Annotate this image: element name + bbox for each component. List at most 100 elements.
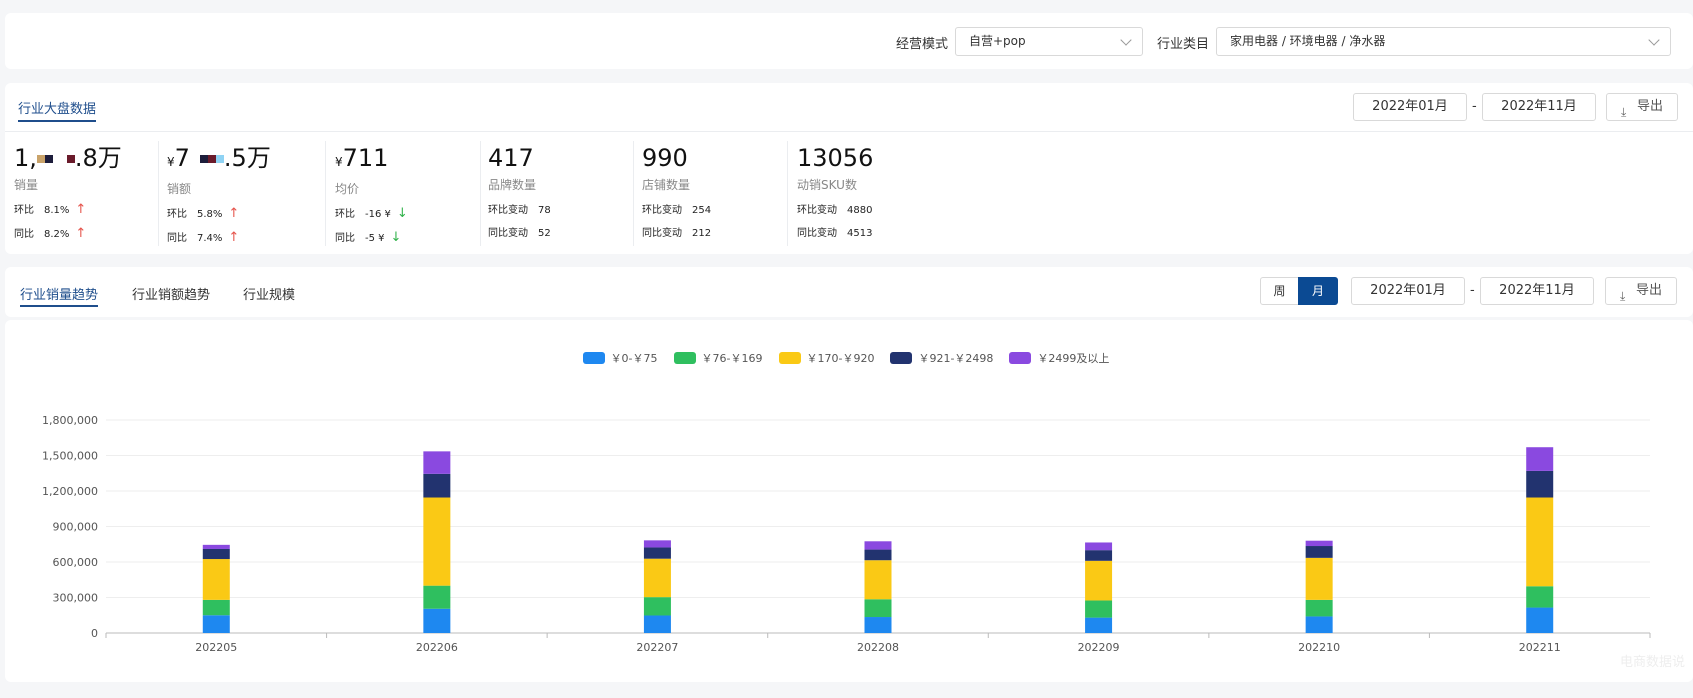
bar-segment [643, 615, 671, 633]
legend-item[interactable]: ￥76-￥169 [673, 350, 763, 366]
bar-segment [864, 599, 892, 618]
metric-value: 417 [488, 144, 534, 172]
bar-segment [202, 559, 230, 600]
chart-legend: ￥0-￥75 ￥76-￥169 ￥170-￥920 ￥921-￥2498 ￥2499及以… [5, 350, 1693, 366]
bar-segment [864, 560, 892, 600]
metric-mom: 环比变动 4880 [797, 205, 873, 216]
legend-swatch [673, 352, 696, 364]
bar-segment [423, 497, 451, 586]
y-tick-label: 900,000 [53, 521, 99, 534]
tab-sales-amount-trend[interactable]: 行业销额趋势 [132, 288, 211, 303]
bar-segment [1305, 616, 1333, 633]
bar-segment [202, 544, 230, 549]
metric-value: 990 [642, 144, 688, 172]
trend-date-end[interactable]: 2022年11月 [1480, 277, 1594, 305]
redacted-mark [66, 155, 75, 163]
arrow-down-icon: ↓ [390, 230, 402, 245]
legend-label: ￥921-￥2498 [918, 352, 994, 365]
download-icon: ⤓ [1620, 289, 1626, 303]
metric-label: 销量 [14, 178, 39, 192]
metric-value: 1, .8万 [14, 144, 122, 172]
y-tick-label: 1,500,000 [42, 450, 98, 463]
chevron-down-icon [1648, 34, 1660, 46]
bar-segment [643, 558, 671, 598]
bar-segment [423, 473, 451, 498]
date-separator: - [1472, 99, 1477, 114]
bar-segment [1085, 600, 1113, 618]
download-icon: ⤓ [1621, 105, 1627, 119]
trend-date-start[interactable]: 2022年01月 [1351, 277, 1465, 305]
x-tick-label: 202205 [195, 641, 237, 654]
overview-export-button[interactable]: ⤓ 导出 [1606, 93, 1678, 121]
category-select[interactable]: 家用电器 / 环境电器 / 净水器 [1216, 27, 1671, 56]
category-label: 行业类目 [1157, 37, 1210, 52]
tab-industry-scale[interactable]: 行业规模 [243, 288, 296, 303]
metric-brand-count: 417 品牌数量 环比变动 78 同比变动 52 [488, 143, 628, 243]
metric-label: 均价 [335, 182, 360, 196]
trend-header: 行业销量趋势 行业销额趋势 行业规模 周 月 2022年01月 - 2022年1… [5, 267, 1693, 317]
metric-divider [480, 141, 481, 246]
bar-segment [1526, 586, 1554, 608]
bar-segment [1305, 540, 1333, 547]
y-tick-label: 0 [91, 627, 98, 640]
mode-select[interactable]: 自营+pop [955, 27, 1143, 56]
trend-export-button[interactable]: ⤓ 导出 [1605, 277, 1677, 305]
x-tick-label: 202210 [1298, 641, 1340, 654]
y-tick-label: 600,000 [53, 556, 99, 569]
metric-divider [325, 141, 326, 246]
bar-segment [643, 547, 671, 559]
bar-segment [1305, 599, 1333, 617]
overview-date-end[interactable]: 2022年11月 [1482, 93, 1596, 121]
legend-item[interactable]: ￥921-￥2498 [890, 350, 993, 366]
bar-segment [1085, 617, 1113, 633]
metric-label: 店铺数量 [642, 178, 691, 192]
bar-segment [864, 549, 892, 561]
metric-mom: 环比 5.8% ↑ [167, 206, 240, 221]
granularity-month-button[interactable]: 月 [1298, 277, 1338, 305]
mode-label: 经营模式 [896, 37, 949, 52]
legend-swatch [890, 352, 913, 364]
legend-item[interactable]: ￥0-￥75 [582, 350, 658, 366]
bar-segment [864, 541, 892, 550]
tab-overview[interactable]: 行业大盘数据 [18, 98, 97, 122]
legend-label: ￥170-￥920 [806, 352, 875, 365]
bar-segment [643, 540, 671, 548]
metric-label: 销额 [167, 182, 192, 196]
legend-label: ￥76-￥169 [701, 352, 763, 365]
metric-yoy: 同比 -5 ¥ ↓ [335, 230, 402, 245]
metric-mom: 环比变动 78 [488, 205, 551, 216]
metric-yoy: 同比变动 52 [488, 228, 551, 239]
metric-value: ¥7.5万 [167, 144, 271, 172]
metric-value: 13056 [797, 144, 874, 172]
legend-swatch [582, 352, 605, 364]
redacted-mark [36, 155, 45, 163]
y-tick-label: 1,200,000 [42, 485, 98, 498]
bar-segment [202, 599, 230, 616]
legend-item[interactable]: ￥2499及以上 [1009, 350, 1109, 366]
redacted-mark [207, 155, 216, 163]
legend-label: ￥0-￥75 [610, 352, 658, 365]
legend-item[interactable]: ￥170-￥920 [778, 350, 875, 366]
metric-divider [158, 141, 159, 246]
redacted-mark [44, 155, 53, 163]
bar-segment [202, 548, 230, 560]
date-separator: - [1470, 283, 1475, 298]
x-tick-label: 202207 [636, 641, 678, 654]
legend-swatch [778, 352, 801, 364]
stacked-bar-chart: 0 300,000 600,000 900,000 1,200,000 1,500,000… [42, 414, 1651, 654]
tab-sales-volume-trend[interactable]: 行业销量趋势 [20, 284, 99, 307]
x-tick-label: 202211 [1519, 641, 1561, 654]
granularity-week-button[interactable]: 周 [1260, 277, 1299, 305]
metric-yoy: 同比 8.2% ↑ [14, 226, 87, 241]
arrow-up-icon: ↑ [75, 226, 87, 241]
chevron-down-icon [1120, 34, 1132, 46]
bar-segment [864, 617, 892, 633]
bar-segment [202, 615, 230, 633]
divider [5, 131, 1693, 132]
bar-segment [423, 585, 451, 609]
bar-segment [1305, 557, 1333, 600]
overview-date-start[interactable]: 2022年01月 [1353, 93, 1467, 121]
bar-segment [1526, 447, 1554, 471]
bar-segment [1526, 497, 1554, 587]
export-label: 导出 [1637, 99, 1664, 114]
